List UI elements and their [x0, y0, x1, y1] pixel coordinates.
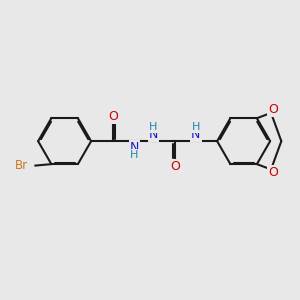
Text: O: O — [170, 160, 180, 173]
Text: O: O — [108, 110, 118, 123]
Text: H: H — [149, 122, 158, 132]
Text: N: N — [149, 128, 158, 141]
Text: O: O — [268, 103, 278, 116]
Text: H: H — [192, 122, 200, 132]
Text: N: N — [130, 141, 139, 154]
Text: Br: Br — [15, 159, 28, 172]
Text: H: H — [130, 150, 139, 160]
Text: N: N — [191, 128, 201, 141]
Text: O: O — [268, 166, 278, 179]
